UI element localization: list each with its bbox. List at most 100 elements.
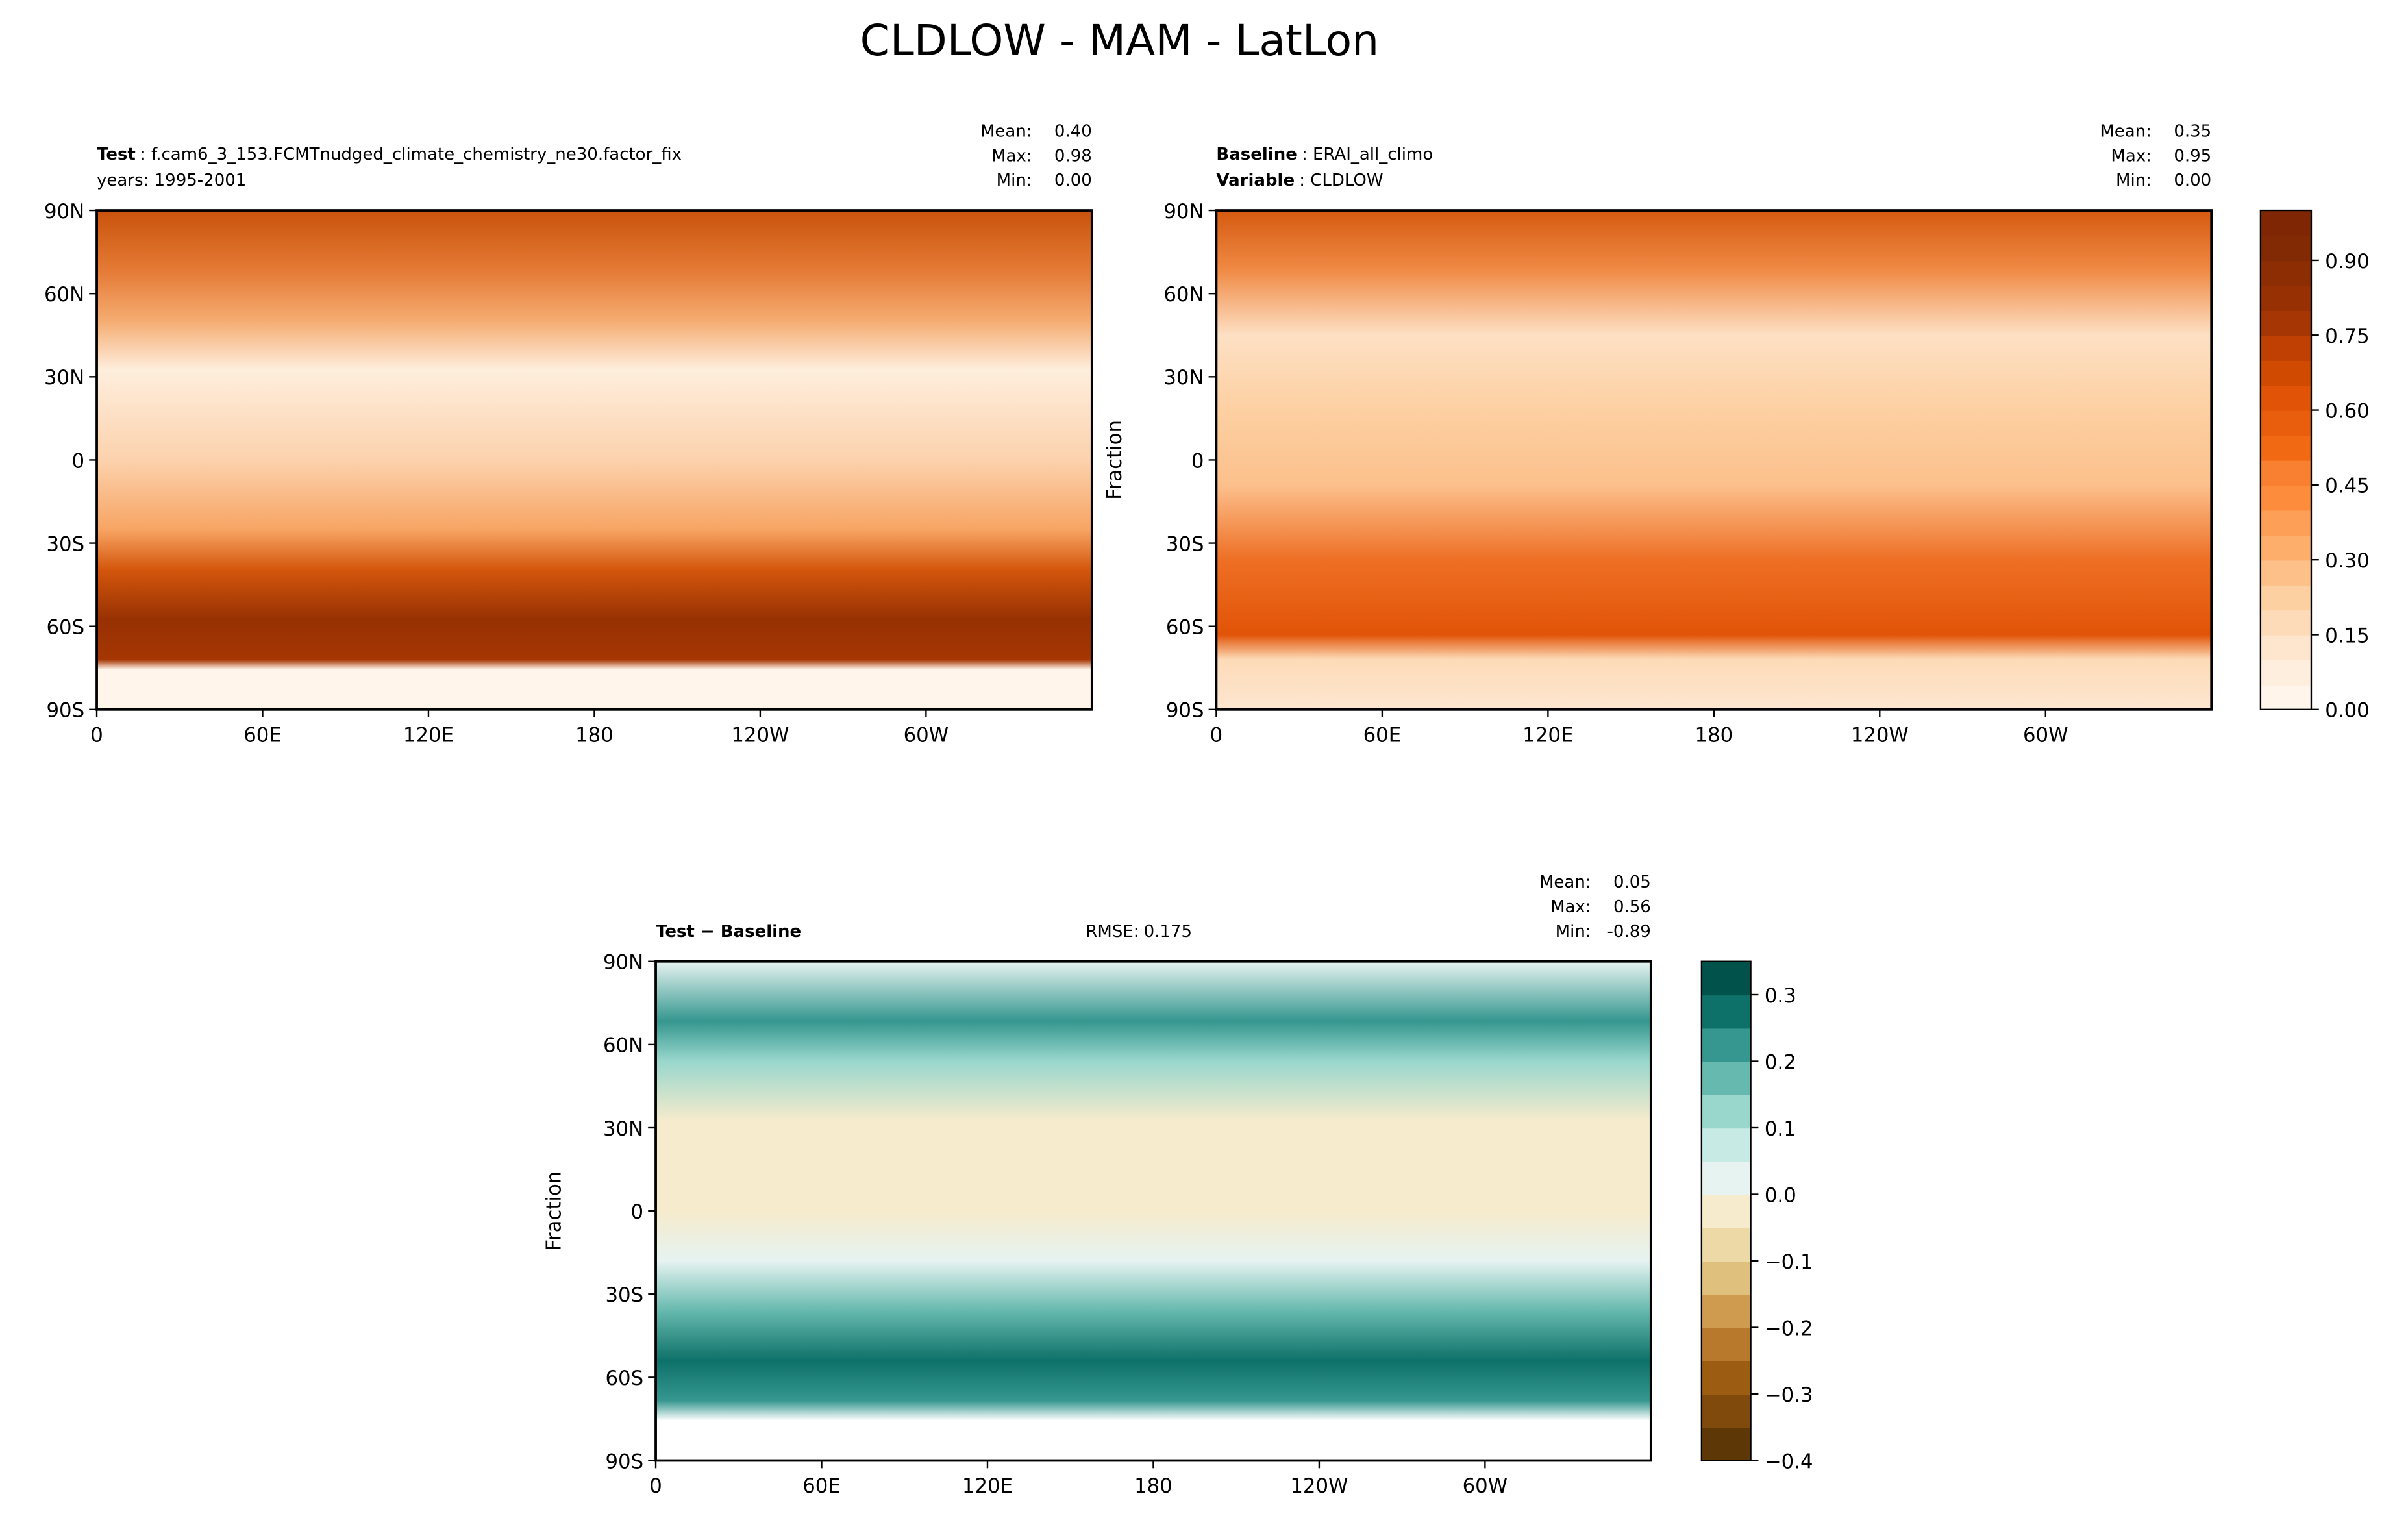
stat-value: 0.40 [1054,122,1092,142]
y-tick-label: 30N [44,366,84,390]
rmse-value: 0.175 [1144,922,1192,941]
colorbar-tick-label: 0.60 [2325,399,2369,423]
x-tick-label: 180 [575,723,614,747]
x-tick-label: 60W [904,723,949,747]
rmse-label: RMSE: [1086,922,1139,941]
panel-subheader: years: 1995-2001 [97,171,246,190]
colorbar-band [1701,1394,1751,1428]
x-tick-label: 60E [802,1474,841,1498]
x-tick-label: 60E [243,723,282,747]
colorbar-band [2260,360,2311,386]
y-tick-label: 90N [1163,200,1204,223]
x-tick-label: 120W [1851,723,1909,747]
y-tick-label: 0 [72,449,85,473]
colorbar-band [2260,310,2311,336]
colorbar-band [2260,584,2311,611]
stat-name: Max: [1550,897,1591,917]
panel-header: Test − Baseline [656,922,801,941]
colorbar-tick-label: 0.2 [1765,1050,1796,1074]
colorbar-band [2260,610,2311,636]
stat-value: 0.05 [1613,873,1651,892]
y-tick-label: 90S [1166,699,1204,723]
x-tick-label: 180 [1134,1474,1173,1498]
colorbar-tick-label: −0.2 [1765,1317,1813,1340]
x-tick-label: 120E [1522,723,1573,747]
rmse: RMSE: 0.175 [1086,922,1192,941]
colorbar-band [2260,684,2311,711]
stat-name: Min: [1556,922,1591,941]
figure-title: CLDLOW - MAM - LatLon [860,16,1379,66]
colorbar-band [2260,460,2311,486]
colorbar-tick-label: 0.75 [2325,325,2369,348]
colorbar-band [2260,285,2311,311]
stat-name: Mean: [980,122,1032,142]
stat-value: 0.00 [1054,171,1092,190]
stat-name: Min: [2116,171,2152,190]
colorbar-band [1701,1127,1751,1162]
y-tick-label: 60N [44,283,84,306]
y-tick-label: 30N [1163,366,1204,390]
colorbar-band [2260,210,2311,236]
map-field [656,961,1651,1461]
colorbar-tick-label: 0.15 [2325,624,2369,647]
colorbar-band [1701,1327,1751,1361]
colorbar-band [2260,410,2311,436]
stat-name: Min: [997,171,1032,190]
y-tick-label: 90N [44,200,84,223]
stat-name: Max: [2111,146,2152,166]
stat-value: 0.56 [1613,897,1651,917]
y-tick-label: 60S [1166,616,1204,640]
x-tick-label: 120E [403,723,454,747]
colorbar-tick-label: 0.30 [2325,549,2369,573]
stat-value: 0.00 [2174,171,2211,190]
x-tick-label: 60E [1363,723,1402,747]
y-tick-label: 30S [1166,532,1204,556]
colorbar-band [1701,961,1751,996]
y-tick-label: 30S [605,1284,643,1307]
colorbar-frame [1700,960,1752,1461]
stat-value: 0.95 [2174,146,2211,166]
colorbar-tick-label: −0.3 [1765,1384,1813,1407]
colorbar-band [1701,1260,1751,1295]
colorbar-band [2260,634,2311,661]
header-name: Test [97,145,136,164]
panel-header: Variable: CLDLOW [1216,171,1383,190]
x-tick-label: 0 [90,723,103,747]
y-axis-label: Fraction [542,1171,565,1251]
colorbar-band [1701,1294,1751,1328]
colorbar-band [2260,659,2311,686]
y-axis-label: Fraction [1103,420,1126,500]
colorbar-band [1701,1227,1751,1262]
panel-header: Baseline: ERAI_all_climo [1216,145,1433,164]
y-tick-label: 60N [603,1034,643,1058]
colorbar-band [1701,1094,1751,1129]
colorbar-band [1701,1194,1751,1228]
y-tick-label: 30N [603,1117,643,1141]
y-tick-label: 90N [603,951,643,975]
y-tick-label: 0 [631,1200,644,1224]
colorbar-tick-label: 0.3 [1765,984,1796,1008]
colorbar-tick-label: −0.4 [1765,1450,1813,1473]
x-tick-label: 0 [649,1474,662,1498]
y-tick-label: 0 [1191,449,1204,473]
colorbar-band [1701,994,1751,1029]
header-text: : f.cam6_3_153.FCMTnudged_climate_chemis… [140,145,682,164]
header-text: : CLDLOW [1299,171,1383,190]
colorbar-band [2260,435,2311,461]
colorbar-band [1701,1427,1751,1461]
colorbar-tick-label: 0.45 [2325,475,2369,498]
colorbar-band [2260,385,2311,411]
colorbar-tick-label: 0.00 [2325,699,2369,723]
colorbar-band [2260,560,2311,586]
stat-value: 0.35 [2174,122,2211,142]
colorbar-tick-label: −0.1 [1765,1250,1813,1274]
colorbar-band [1701,1161,1751,1195]
colorbar-band [2260,260,2311,286]
map-field [1216,210,2212,710]
colorbar-tick-label: 0.1 [1765,1117,1796,1141]
y-tick-label: 30S [46,532,84,556]
colorbar-band [2260,534,2311,561]
map-field [97,210,1092,710]
